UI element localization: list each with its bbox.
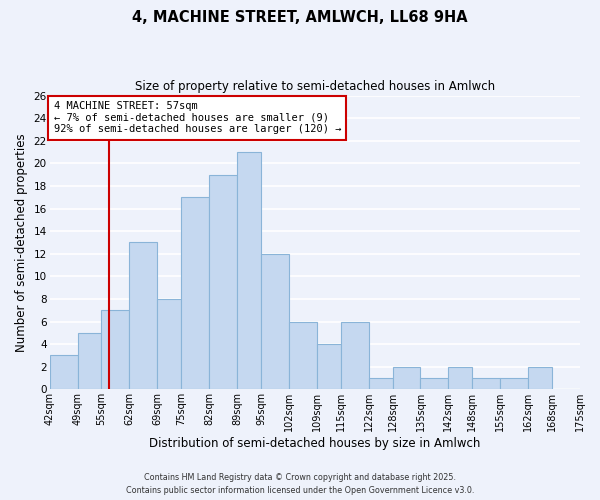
Bar <box>368 378 392 390</box>
Bar <box>392 366 421 390</box>
Bar <box>77 333 101 390</box>
Text: 4 MACHINE STREET: 57sqm
← 7% of semi-detached houses are smaller (9)
92% of semi: 4 MACHINE STREET: 57sqm ← 7% of semi-det… <box>53 101 341 134</box>
Bar <box>181 197 209 390</box>
Bar <box>289 322 317 390</box>
Bar <box>448 366 472 390</box>
Text: Contains HM Land Registry data © Crown copyright and database right 2025.
Contai: Contains HM Land Registry data © Crown c… <box>126 474 474 495</box>
Bar <box>472 378 500 390</box>
Bar <box>528 366 552 390</box>
Bar <box>50 356 77 390</box>
Text: 4, MACHINE STREET, AMLWCH, LL68 9HA: 4, MACHINE STREET, AMLWCH, LL68 9HA <box>132 10 468 25</box>
Bar <box>209 174 237 390</box>
Bar <box>341 322 368 390</box>
Bar <box>421 378 448 390</box>
Bar <box>130 242 157 390</box>
X-axis label: Distribution of semi-detached houses by size in Amlwch: Distribution of semi-detached houses by … <box>149 437 481 450</box>
Bar <box>237 152 261 390</box>
Bar <box>157 299 181 390</box>
Bar <box>317 344 341 390</box>
Bar <box>101 310 130 390</box>
Bar <box>500 378 528 390</box>
Y-axis label: Number of semi-detached properties: Number of semi-detached properties <box>15 133 28 352</box>
Bar <box>261 254 289 390</box>
Title: Size of property relative to semi-detached houses in Amlwch: Size of property relative to semi-detach… <box>135 80 495 93</box>
